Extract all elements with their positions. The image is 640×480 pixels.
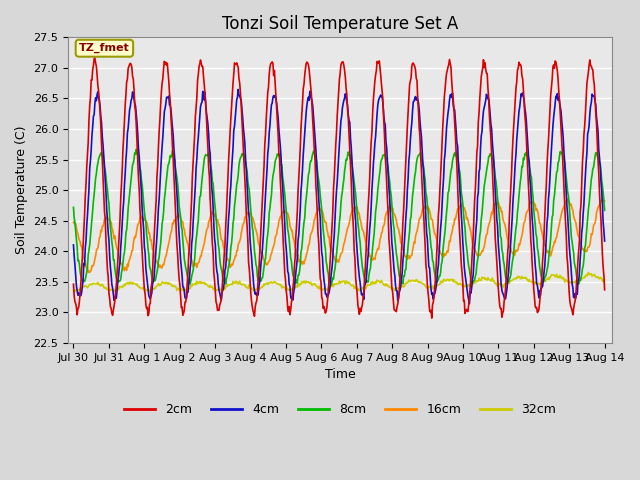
16cm <box>420 205 428 211</box>
32cm <box>189 281 196 287</box>
Text: TZ_fmet: TZ_fmet <box>79 43 130 53</box>
2cm <box>70 281 77 287</box>
2cm <box>189 173 196 179</box>
Legend: 2cm, 4cm, 8cm, 16cm, 32cm: 2cm, 4cm, 8cm, 16cm, 32cm <box>119 398 561 421</box>
4cm <box>404 176 412 181</box>
4cm <box>601 238 609 244</box>
2cm <box>420 210 428 216</box>
16cm <box>70 219 77 225</box>
4cm <box>216 290 223 296</box>
8cm <box>216 263 224 268</box>
8cm <box>132 146 140 152</box>
32cm <box>134 284 142 289</box>
32cm <box>601 277 609 283</box>
4cm <box>234 86 242 92</box>
16cm <box>134 221 142 227</box>
32cm <box>420 281 428 287</box>
32cm <box>80 284 88 290</box>
Title: Tonzi Soil Temperature Set A: Tonzi Soil Temperature Set A <box>222 15 458 33</box>
2cm <box>79 243 87 249</box>
4cm <box>79 278 87 284</box>
2cm <box>91 55 99 61</box>
Line: 4cm: 4cm <box>74 89 605 304</box>
Line: 16cm: 16cm <box>74 199 605 272</box>
8cm <box>189 271 196 276</box>
2cm <box>134 176 142 181</box>
32cm <box>404 279 412 285</box>
Line: 8cm: 8cm <box>74 149 605 285</box>
Line: 2cm: 2cm <box>74 58 605 318</box>
4cm <box>465 301 473 307</box>
16cm <box>216 231 224 237</box>
32cm <box>70 289 78 295</box>
16cm <box>79 254 87 260</box>
2cm <box>428 315 436 321</box>
8cm <box>405 236 413 241</box>
32cm <box>216 288 224 293</box>
4cm <box>134 131 141 137</box>
4cm <box>420 169 428 175</box>
32cm <box>70 288 77 293</box>
4cm <box>70 242 77 248</box>
Y-axis label: Soil Temperature (C): Soil Temperature (C) <box>15 126 28 254</box>
16cm <box>598 196 606 202</box>
16cm <box>601 198 609 204</box>
2cm <box>601 287 609 293</box>
16cm <box>86 269 93 275</box>
X-axis label: Time: Time <box>324 368 355 381</box>
8cm <box>134 158 142 164</box>
2cm <box>404 109 412 115</box>
4cm <box>188 241 195 247</box>
16cm <box>189 260 196 265</box>
8cm <box>79 278 87 284</box>
16cm <box>404 253 412 259</box>
8cm <box>70 204 77 210</box>
8cm <box>601 207 609 213</box>
2cm <box>216 300 224 306</box>
Line: 32cm: 32cm <box>74 273 605 292</box>
8cm <box>420 172 428 178</box>
8cm <box>328 282 335 288</box>
32cm <box>584 270 592 276</box>
